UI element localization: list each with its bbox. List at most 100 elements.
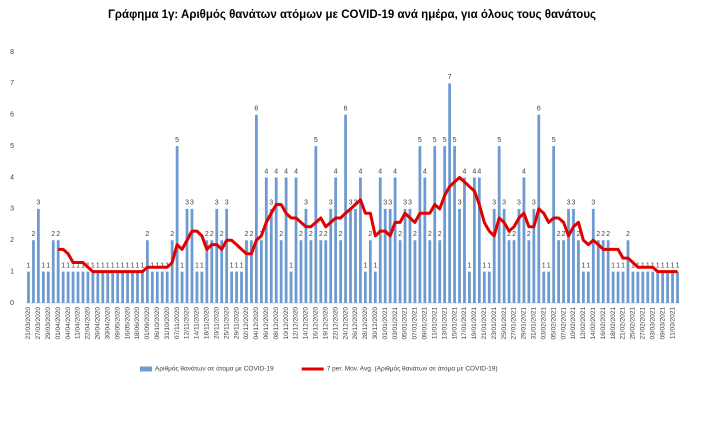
data-label: 3 (517, 200, 521, 207)
x-tick-label: 14/11/2020 (194, 307, 201, 339)
data-label: 2 (309, 231, 313, 238)
x-tick-label: 26/12/2020 (352, 307, 359, 340)
legend-swatch (140, 366, 152, 372)
bar (349, 208, 352, 303)
bar (299, 240, 303, 303)
bar (522, 177, 526, 303)
x-tick-label: 25/02/2021 (630, 307, 637, 340)
x-tick-label: 29/01/2021 (521, 307, 528, 340)
bar (418, 146, 422, 303)
data-label: 1 (126, 262, 130, 269)
bar (116, 271, 120, 303)
x-tick-label: 07/02/2021 (560, 307, 567, 340)
x-tick-label: 09/05/2020 (114, 307, 121, 340)
x-tick-label: 11/03/2021 (669, 307, 676, 339)
bar (32, 240, 35, 303)
x-tick-label: 05/01/2021 (402, 307, 409, 340)
x-tick-label: 07/11/2020 (174, 307, 181, 339)
data-label: 1 (180, 262, 184, 269)
x-tick-label: 29/03/2020 (45, 307, 52, 340)
x-tick-label: 18/06/2020 (134, 307, 141, 340)
x-tick-label: 22/12/2020 (332, 307, 339, 340)
bar (596, 240, 600, 303)
data-label: 1 (230, 262, 234, 269)
data-label: 2 (413, 231, 417, 238)
data-label: 3 (185, 200, 189, 207)
bar (101, 271, 105, 303)
bar (145, 240, 149, 303)
data-label: 3 (591, 200, 595, 207)
data-label: 1 (200, 262, 204, 269)
bar (294, 177, 298, 303)
bar (61, 271, 65, 303)
data-label: 2 (56, 231, 60, 238)
data-label: 2 (512, 231, 516, 238)
bar (200, 271, 204, 303)
data-label: 1 (66, 262, 70, 269)
data-label: 1 (61, 262, 65, 269)
bar (507, 240, 511, 303)
bar (472, 177, 476, 303)
bar (51, 240, 55, 303)
data-label: 2 (576, 231, 580, 238)
data-label: 6 (254, 106, 258, 113)
data-label: 1 (76, 262, 80, 269)
x-tick-label: 09/01/2021 (422, 307, 429, 340)
data-label: 1 (106, 262, 110, 269)
data-label: 1 (373, 262, 377, 269)
data-label: 1 (91, 262, 95, 269)
x-tick-label: 20/11/2020 (213, 307, 220, 339)
data-label: 3 (329, 200, 333, 207)
bar (339, 240, 343, 303)
x-tick-label: 01/09/2020 (144, 307, 151, 340)
data-label: 1 (81, 262, 85, 269)
data-label: 3 (567, 200, 571, 207)
data-label: 1 (46, 262, 50, 269)
bar (259, 240, 263, 303)
bar (190, 208, 194, 303)
x-tick-label: 18/02/2021 (610, 307, 617, 340)
data-label: 2 (557, 231, 561, 238)
data-label: 2 (601, 231, 605, 238)
bar (71, 271, 75, 303)
bar (403, 208, 407, 303)
bar (96, 271, 100, 303)
x-tick-label: 14/02/2021 (590, 307, 597, 340)
bar (46, 271, 50, 303)
bar (230, 271, 234, 303)
data-label: 3 (269, 200, 273, 207)
data-label: 4 (358, 168, 362, 175)
bar (284, 177, 288, 303)
data-label: 5 (175, 137, 179, 144)
bar (398, 240, 402, 303)
bar (150, 271, 154, 303)
data-label: 1 (487, 262, 491, 269)
bar (131, 271, 134, 303)
y-tick-label: 4 (10, 174, 14, 181)
bar (631, 271, 635, 303)
x-tick-label: 03/02/2021 (540, 307, 547, 340)
bar (195, 271, 199, 303)
data-label: 7 (448, 74, 452, 81)
data-label: 2 (626, 231, 630, 238)
bar (477, 177, 481, 303)
data-label: 1 (96, 262, 100, 269)
x-tick-label: 28/12/2020 (362, 307, 369, 340)
bar (66, 271, 70, 303)
y-tick-label: 2 (10, 237, 14, 244)
x-tick-label: 04/04/2020 (65, 307, 72, 340)
data-label: 1 (235, 262, 239, 269)
x-tick-label: 24/12/2020 (342, 307, 349, 340)
bar (269, 208, 273, 303)
data-label: 2 (145, 231, 149, 238)
data-label: 2 (319, 231, 323, 238)
bar (309, 240, 313, 303)
bar (245, 240, 248, 303)
data-label: 5 (418, 137, 422, 144)
x-tick-label: 12/02/2021 (580, 307, 587, 340)
bar (438, 240, 442, 303)
data-label: 2 (324, 231, 328, 238)
data-label: 3 (532, 200, 536, 207)
